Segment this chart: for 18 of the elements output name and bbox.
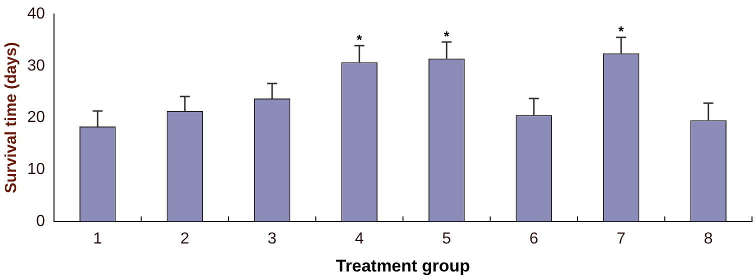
y-tick-label: 40 bbox=[27, 5, 46, 22]
x-tick-label: 3 bbox=[268, 230, 277, 248]
x-tick-label: 6 bbox=[529, 230, 538, 248]
y-tick-label: 30 bbox=[27, 57, 46, 74]
x-tick-label: 7 bbox=[616, 230, 626, 248]
y-tick-label: 10 bbox=[27, 160, 46, 178]
x-axis-title: Treatment group bbox=[336, 256, 470, 276]
x-tick-label: 1 bbox=[93, 230, 102, 248]
x-tick-label: 5 bbox=[442, 230, 452, 248]
x-tick-label: 8 bbox=[704, 230, 713, 248]
annotation: * bbox=[444, 28, 450, 44]
y-tick-label: 0 bbox=[36, 212, 46, 230]
y-axis-title: Survival time (days) bbox=[3, 42, 20, 194]
x-tick-label: 4 bbox=[354, 230, 364, 248]
x-tick-label: 2 bbox=[180, 230, 190, 248]
y-tick-label: 20 bbox=[27, 109, 46, 126]
annotation: * bbox=[618, 23, 624, 40]
annotation: * bbox=[356, 31, 363, 48]
